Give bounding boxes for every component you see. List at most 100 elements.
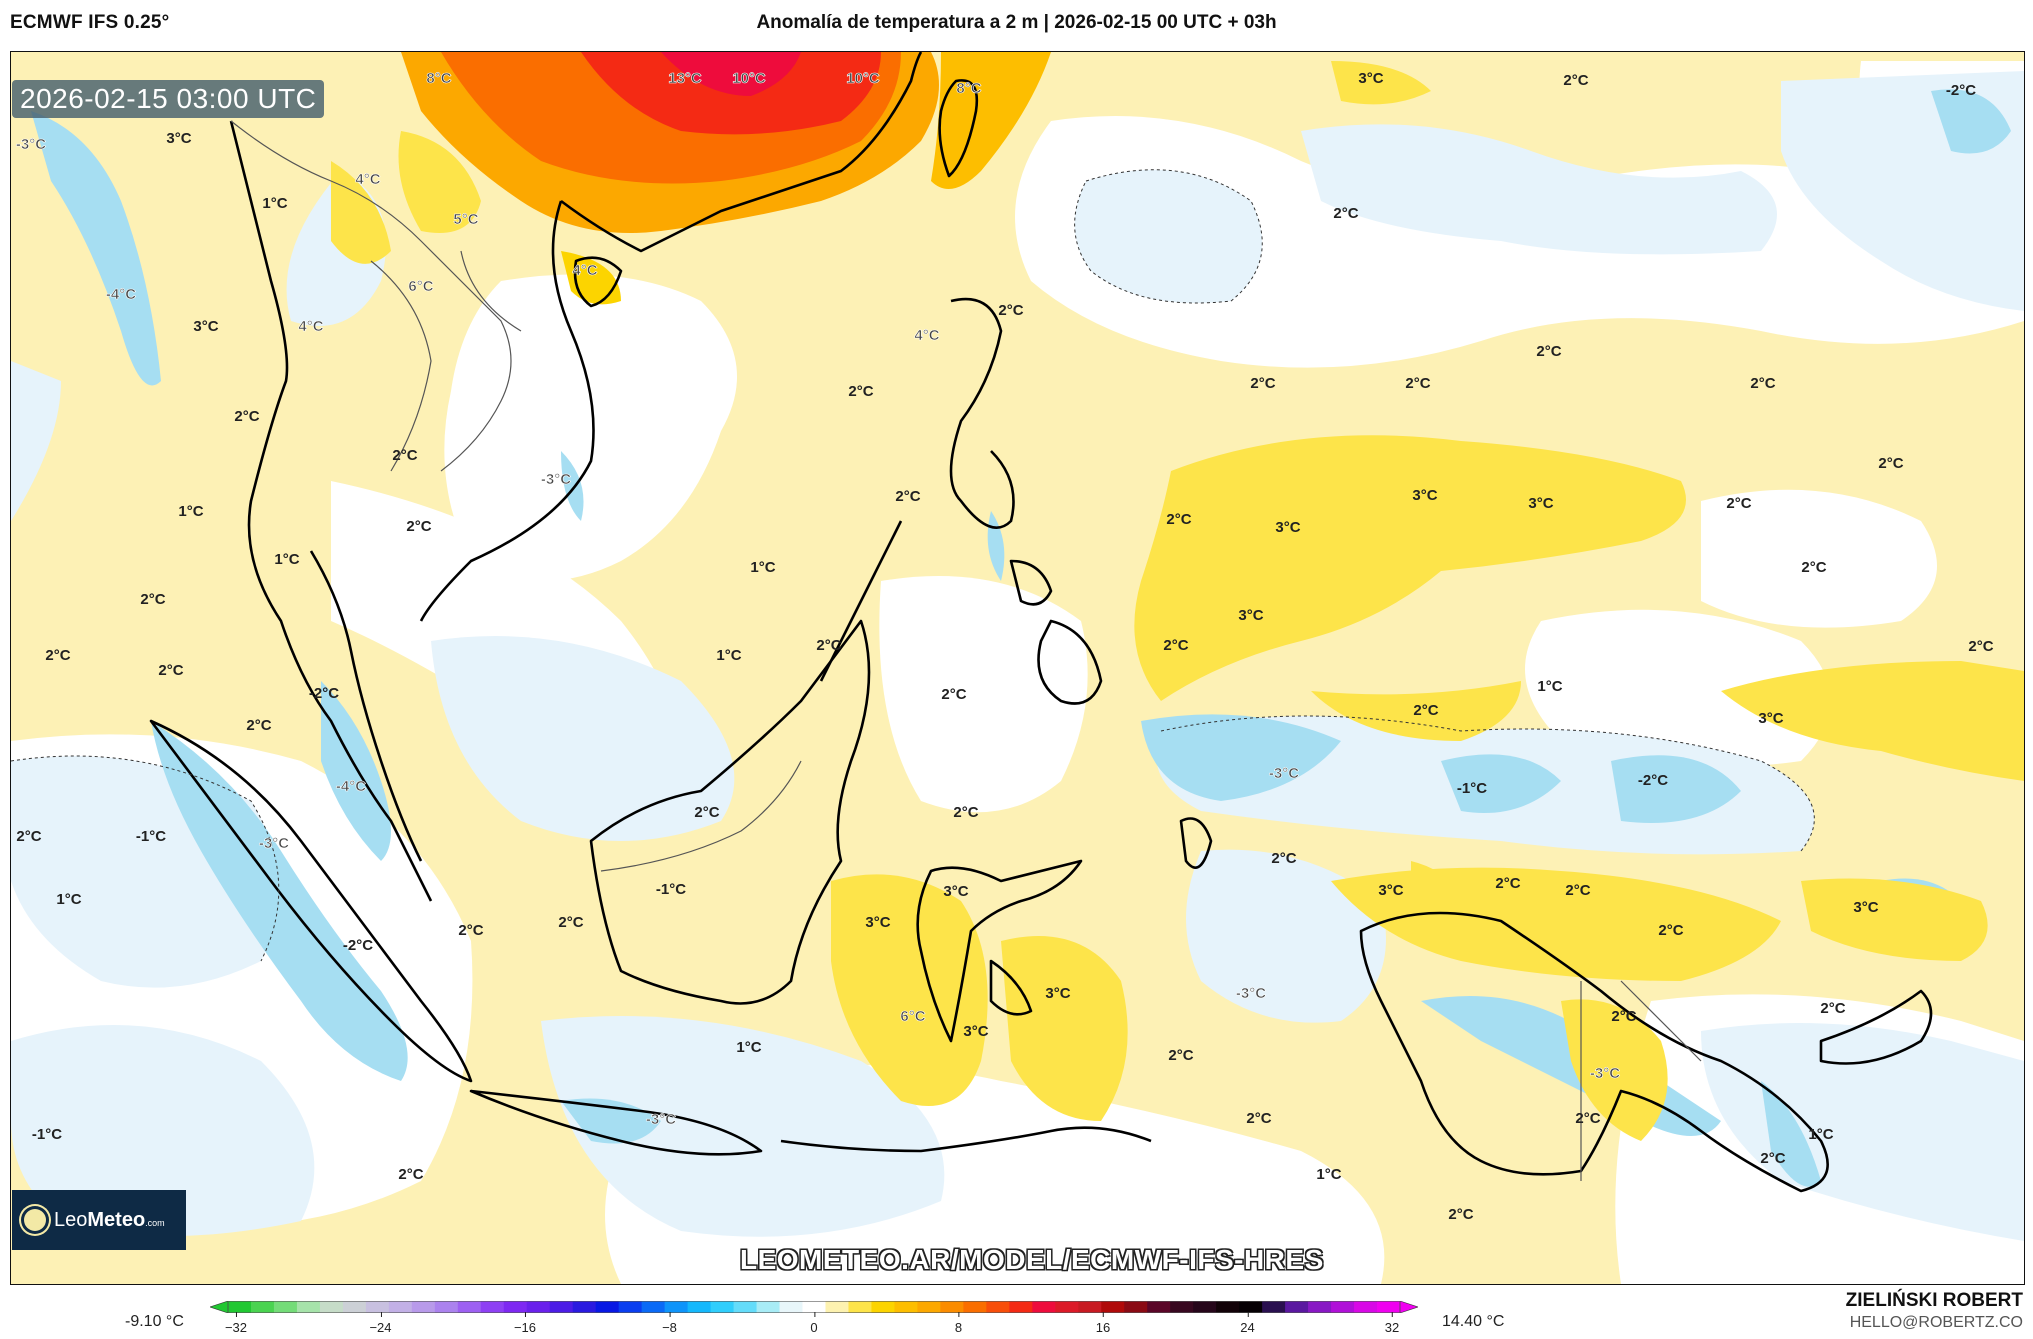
- colorbar-tick: 0: [810, 1312, 818, 1335]
- contour-label: 1°C: [274, 551, 299, 568]
- colorbar-ticks: −32 −24 −16 −8 0 8 16 24 32: [210, 1312, 1418, 1339]
- contour-label: -1°C: [32, 1126, 62, 1143]
- contour-label: 1°C: [262, 195, 287, 212]
- contour-label: 8°C: [426, 70, 451, 87]
- contour-label: -2°C: [1946, 82, 1976, 99]
- contour-label: 2°C: [1250, 375, 1275, 392]
- colorbar-tick-label: 8: [954, 1320, 963, 1335]
- contour-label: 2°C: [16, 828, 41, 845]
- contour-label: 1°C: [1808, 1126, 1833, 1143]
- colorbar-tick-label: 16: [1095, 1320, 1111, 1335]
- contour-label: 3°C: [1045, 985, 1070, 1002]
- contour-label: 3°C: [193, 318, 218, 335]
- contour-label: 2°C: [694, 804, 719, 821]
- contour-label: 2°C: [1168, 1047, 1193, 1064]
- contour-label: 2°C: [1968, 638, 1993, 655]
- negative-contours: [11, 169, 1815, 962]
- contour-label: 2°C: [1536, 343, 1561, 360]
- colorbar-tick-label: 0: [810, 1320, 818, 1335]
- contour-label: 3°C: [1853, 899, 1878, 916]
- chart-title: Anomalía de temperatura a 2 m | 2026-02-…: [756, 12, 1277, 33]
- author-email[interactable]: HELLO@ROBERTZ.CO: [1849, 1314, 2023, 1331]
- contour-label: 2°C: [1760, 1150, 1785, 1167]
- contour-label: 2°C: [1405, 375, 1430, 392]
- contour-label: 13°C: [668, 70, 702, 87]
- contour-label: 4°C: [572, 262, 597, 279]
- valid-time-badge: 2026-02-15 03:00 UTC: [12, 80, 325, 118]
- logo-text: LeoMeteo.com: [54, 1208, 165, 1231]
- contour-label: 2°C: [953, 804, 978, 821]
- contour-label: 2°C: [1658, 922, 1683, 939]
- colorbar-tick: 32: [1384, 1312, 1400, 1335]
- leometeo-logo[interactable]: LeoMeteo.com: [12, 1190, 186, 1250]
- contour-label: 2°C: [246, 717, 271, 734]
- contour-label: 2°C: [941, 686, 966, 703]
- contour-label: 1°C: [56, 891, 81, 908]
- positive-anomaly-mid: [331, 61, 2024, 1141]
- colorbar-tick-label: 32: [1384, 1320, 1400, 1335]
- contour-label: 8°C: [956, 80, 981, 97]
- temperature-anomaly-map[interactable]: 8°C 13°C 10°C 10°C 8°C 3°C 2°C -2°C 3°C -3°C 4°C 1°…: [10, 51, 2025, 1285]
- contour-label: -4°C: [106, 286, 136, 303]
- contour-label: -3°C: [1269, 765, 1299, 782]
- positive-anomaly-warm: [401, 52, 1051, 305]
- contour-label: 2°C: [392, 447, 417, 464]
- contour-label: 2°C: [1750, 375, 1775, 392]
- contour-label: 2°C: [998, 302, 1023, 319]
- contour-label: 2°C: [1565, 882, 1590, 899]
- contour-label: 2°C: [1820, 1000, 1845, 1017]
- colorbar-tick-label: −32: [224, 1320, 248, 1335]
- contour-label: 3°C: [1758, 710, 1783, 727]
- colorbar-tick: −8: [662, 1312, 677, 1335]
- contour-label: -2°C: [1638, 772, 1668, 789]
- contour-label: 2°C: [895, 488, 920, 505]
- contour-label: 1°C: [178, 503, 203, 520]
- contour-label: 2°C: [1166, 511, 1191, 528]
- contour-label: 3°C: [1528, 495, 1553, 512]
- contour-label: 2°C: [1563, 72, 1588, 89]
- contour-label: -3°C: [1236, 985, 1266, 1002]
- contour-label: -3°C: [16, 136, 46, 153]
- contour-label: 3°C: [1275, 519, 1300, 536]
- contour-label: 2°C: [1878, 455, 1903, 472]
- contour-label: 1°C: [716, 647, 741, 664]
- contour-label: 3°C: [1412, 487, 1437, 504]
- colorbar-tick: 8: [954, 1312, 963, 1335]
- contour-label: -3°C: [646, 1111, 676, 1128]
- contour-label: 2°C: [1575, 1110, 1600, 1127]
- colorbar-max-label: 14.40 °C: [1442, 1313, 1505, 1330]
- contour-label: 2°C: [1801, 559, 1826, 576]
- contour-label: 4°C: [355, 171, 380, 188]
- contour-label: -1°C: [136, 828, 166, 845]
- colorbar-tick-label: −16: [513, 1320, 537, 1335]
- contour-label: 2°C: [1495, 875, 1520, 892]
- contour-label: 6°C: [900, 1008, 925, 1025]
- contour-label: 2°C: [1271, 850, 1296, 867]
- contour-label: 2°C: [1448, 1206, 1473, 1223]
- contour-label: -3°C: [259, 835, 289, 852]
- contour-label: 2°C: [1413, 702, 1438, 719]
- contour-label: 3°C: [865, 914, 890, 931]
- contour-label: 3°C: [1378, 882, 1403, 899]
- contour-label: 4°C: [298, 318, 323, 335]
- colorbar-min-label: -9.10 °C: [125, 1313, 184, 1330]
- contour-label: -4°C: [336, 778, 366, 795]
- colorbar-tick-label: −24: [369, 1320, 392, 1335]
- contour-label: 2°C: [398, 1166, 423, 1183]
- colorbar-tick: −24: [369, 1312, 392, 1335]
- contour-label: 2°C: [1246, 1110, 1271, 1127]
- contour-label: 3°C: [1238, 607, 1263, 624]
- author-name: ZIELIŃSKI ROBERT: [1845, 1290, 2023, 1311]
- contour-label: 3°C: [963, 1023, 988, 1040]
- sun-icon: [24, 1209, 46, 1231]
- contour-label: 2°C: [558, 914, 583, 931]
- borders: [230, 120, 1702, 1181]
- contour-label: 10°C: [732, 70, 766, 87]
- contour-label: 4°C: [914, 327, 939, 344]
- colorbar-tick: 16: [1095, 1312, 1111, 1335]
- contour-label: -2°C: [309, 685, 339, 702]
- coastlines: [149, 52, 1933, 1193]
- contour-label: 2°C: [1726, 495, 1751, 512]
- contour-label: 2°C: [458, 922, 483, 939]
- colorbar: [210, 1301, 1418, 1313]
